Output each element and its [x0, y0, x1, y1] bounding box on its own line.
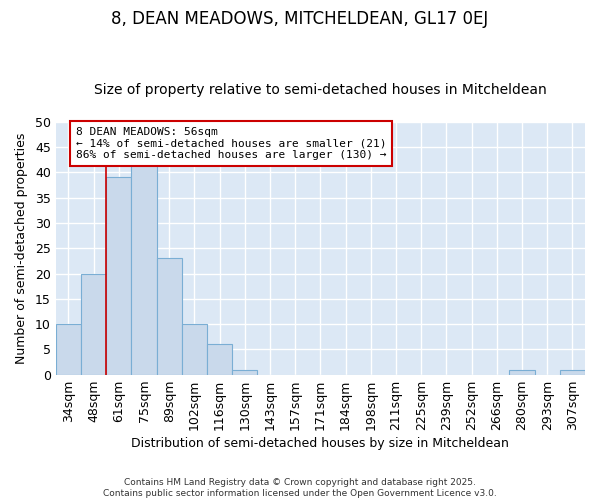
- Bar: [106, 178, 131, 374]
- Text: 8, DEAN MEADOWS, MITCHELDEAN, GL17 0EJ: 8, DEAN MEADOWS, MITCHELDEAN, GL17 0EJ: [112, 10, 488, 28]
- Bar: [81, 274, 106, 374]
- Bar: [56, 324, 81, 374]
- Bar: [232, 370, 257, 374]
- Bar: [207, 344, 232, 374]
- Text: 8 DEAN MEADOWS: 56sqm
← 14% of semi-detached houses are smaller (21)
86% of semi: 8 DEAN MEADOWS: 56sqm ← 14% of semi-deta…: [76, 127, 386, 160]
- Text: Contains HM Land Registry data © Crown copyright and database right 2025.
Contai: Contains HM Land Registry data © Crown c…: [103, 478, 497, 498]
- Bar: [560, 370, 585, 374]
- Bar: [182, 324, 207, 374]
- Bar: [509, 370, 535, 374]
- Y-axis label: Number of semi-detached properties: Number of semi-detached properties: [15, 132, 28, 364]
- Title: Size of property relative to semi-detached houses in Mitcheldean: Size of property relative to semi-detach…: [94, 83, 547, 97]
- X-axis label: Distribution of semi-detached houses by size in Mitcheldean: Distribution of semi-detached houses by …: [131, 437, 509, 450]
- Bar: [157, 258, 182, 374]
- Bar: [131, 162, 157, 374]
